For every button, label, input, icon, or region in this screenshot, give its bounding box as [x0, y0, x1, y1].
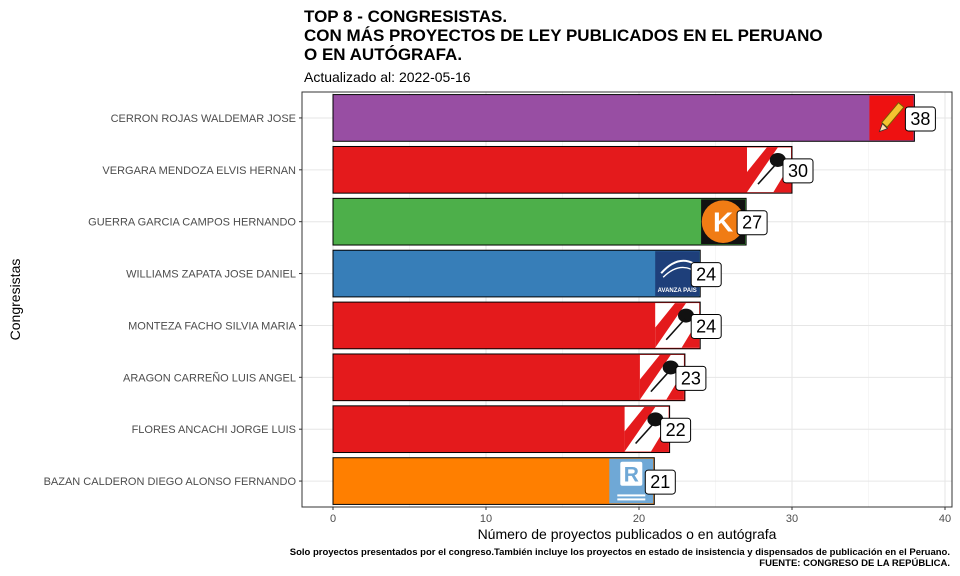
app-name: AVANZA PAIS — [658, 288, 697, 294]
shovel-blade — [769, 152, 786, 167]
value-label-box — [660, 417, 692, 443]
flag-stripe — [681, 318, 700, 348]
bar — [332, 94, 915, 142]
bar — [332, 145, 793, 194]
x-axis-title: Número de proyectos publicados o en autó… — [478, 526, 777, 542]
x-tick-label: 20 — [633, 513, 645, 525]
value-label-box — [690, 262, 722, 288]
value-label-box — [690, 313, 722, 339]
bar — [332, 249, 701, 298]
app-swoosh — [660, 259, 694, 274]
r-underline — [617, 498, 646, 501]
y-tick-label: FLORES ANCACHI JORGE LUIS — [132, 424, 296, 436]
value-label-box — [644, 469, 676, 495]
k-letter: K — [713, 207, 733, 238]
value-label: 30 — [788, 161, 808, 181]
bar — [332, 353, 686, 402]
caption-note: Solo proyectos presentados por el congre… — [289, 547, 950, 558]
value-label: 24 — [696, 316, 716, 336]
value-label-box — [675, 365, 707, 391]
k-circle — [701, 200, 745, 244]
flag-stripe — [651, 422, 669, 452]
caption-source: FUENTE: CONGRESO DE LA REPÚBLICA. — [759, 558, 950, 569]
shovel-blade — [662, 360, 679, 375]
value-label: 38 — [910, 109, 930, 129]
chart-caption: Solo proyectos presentados por el congre… — [290, 547, 950, 569]
value-label: 21 — [650, 472, 670, 492]
y-tick-label: WILLIAMS ZAPATA JOSE DANIEL — [126, 269, 296, 281]
pencil-tip — [878, 122, 889, 133]
y-tick-label: VERGARA MENDOZA ELVIS HERNAN — [102, 165, 296, 177]
value-label-box — [736, 210, 768, 236]
r-box — [620, 461, 643, 486]
x-tick-label: 0 — [330, 513, 336, 525]
shovel-handle — [635, 421, 656, 445]
y-tick-label: MONTEZA FACHO SILVIA MARIA — [128, 320, 297, 332]
chart-subtitle: Actualizado al: 2022-05-16 — [304, 69, 471, 85]
shovel-blade — [678, 308, 694, 323]
flag-stripe — [773, 163, 791, 193]
chart-title: TOP 8 - CONGRESISTAS. CON MÁS PROYECTOS … — [304, 7, 823, 64]
shovel-handle — [665, 318, 686, 341]
value-label: 24 — [696, 265, 716, 285]
y-tick-label: GUERRA GARCIA CAMPOS HERNANDO — [88, 217, 296, 229]
bar — [332, 457, 655, 505]
app-swoosh — [662, 266, 692, 278]
bar — [332, 301, 701, 350]
r-letter: R — [624, 464, 639, 487]
y-tick-label: CERRON ROJAS WALDEMAR JOSE — [111, 113, 296, 125]
y-tick-label: ARAGON CARREÑO LUIS ANGEL — [123, 371, 296, 384]
x-tick-label: 30 — [786, 513, 798, 525]
x-tick-label: 10 — [480, 513, 492, 525]
shovel-handle — [650, 370, 671, 393]
value-label: 23 — [681, 368, 701, 388]
x-tick-label: 40 — [939, 513, 951, 525]
bar — [332, 405, 671, 454]
value-label-box — [904, 106, 936, 132]
value-label: 27 — [742, 213, 762, 233]
flag-stripe — [666, 370, 684, 400]
shovel-blade — [647, 412, 664, 427]
shovel-handle — [757, 162, 778, 185]
panel-border — [301, 91, 953, 508]
r-underline — [617, 494, 646, 497]
value-label-box — [782, 158, 814, 184]
bar — [332, 197, 747, 246]
y-axis-title: Congresistas — [7, 259, 23, 341]
y-tick-label: BAZAN CALDERON DIEGO ALONSO FERNANDO — [44, 476, 297, 488]
value-label: 22 — [666, 420, 686, 440]
pencil-shape — [881, 102, 905, 128]
